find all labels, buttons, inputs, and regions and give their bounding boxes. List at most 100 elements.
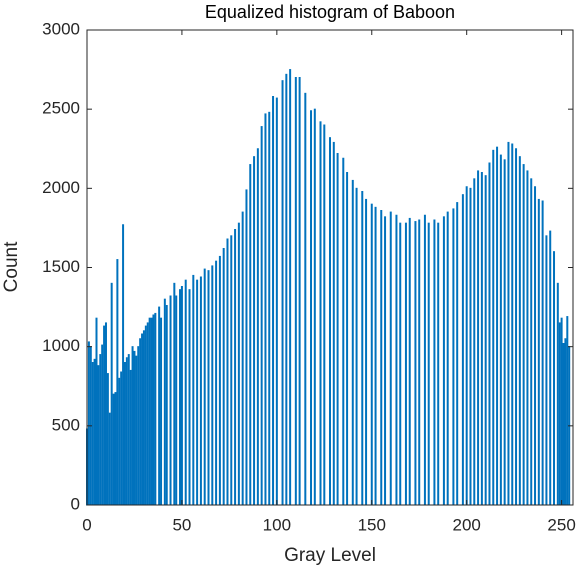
bar [207,270,210,506]
bar [118,377,121,506]
bar [534,186,537,506]
bar [150,317,153,506]
bar [553,251,556,506]
bar [556,282,559,506]
bar [95,317,98,506]
bar [148,317,151,506]
bar [285,73,288,506]
bar [351,179,354,506]
bar [127,354,130,506]
bar [518,156,521,506]
bar [275,97,278,506]
bar [452,208,455,506]
bar [260,126,263,506]
bar [91,362,94,506]
bar [256,148,259,506]
bar [313,108,316,506]
bar [560,317,563,506]
y-tick-label: 500 [52,415,80,434]
y-tick-label: 1000 [42,336,80,355]
bar [503,159,506,506]
bar [558,322,561,506]
bar [142,330,145,506]
bar [370,203,373,506]
bar [268,111,271,506]
bar [469,187,472,506]
bar [196,279,199,506]
bar [380,210,383,506]
bar [203,268,206,506]
bar [163,298,166,506]
bar [93,358,96,506]
bar [184,279,187,506]
bar [160,317,163,506]
bar [123,362,126,506]
bar [499,154,502,506]
bar [355,187,358,506]
bar [389,211,392,506]
bar [329,137,331,506]
x-tick-label: 100 [263,515,291,534]
bar [427,222,430,506]
bar [336,153,339,506]
bar [97,365,100,506]
bar [222,248,225,506]
bar [442,216,445,506]
bar [365,198,368,506]
bar [264,113,267,506]
bar [141,333,144,506]
bar [272,96,275,506]
bar [511,143,514,506]
bar [323,124,326,506]
bar [507,141,510,506]
bar [298,77,301,506]
bar [179,289,182,506]
bar [526,170,529,506]
bar [437,222,440,506]
bar [139,338,142,506]
bar [175,295,178,506]
bar [110,282,113,506]
bar [488,162,491,506]
bar [129,369,132,506]
bar [399,222,402,506]
bar [530,178,533,506]
bar [404,222,407,506]
bar [384,216,387,506]
y-tick-label: 0 [71,494,80,513]
bar [564,338,567,506]
bar [374,206,377,506]
bar [310,110,313,506]
bar [146,322,149,506]
bar [165,305,168,506]
bar [522,164,525,506]
bar [537,198,540,506]
bar [515,148,518,506]
bar [101,344,104,506]
bar [477,170,480,506]
bar [294,77,297,506]
bar [125,357,128,506]
bar [152,314,155,506]
bar [281,80,284,506]
bar [108,412,111,506]
bar [245,189,248,506]
bar [541,200,544,506]
bar [473,178,476,506]
bar [496,146,499,506]
bar [137,346,140,506]
bar [234,229,237,506]
bar [253,156,256,506]
bar [433,219,436,506]
bar [192,274,195,506]
bar [446,211,449,506]
bar [158,306,161,506]
bar [492,149,495,506]
bar [87,341,90,506]
bar [414,221,417,506]
bar [154,312,157,506]
bar [114,392,117,506]
x-tick-label: 0 [82,515,91,534]
y-tick-label: 1500 [42,257,80,276]
